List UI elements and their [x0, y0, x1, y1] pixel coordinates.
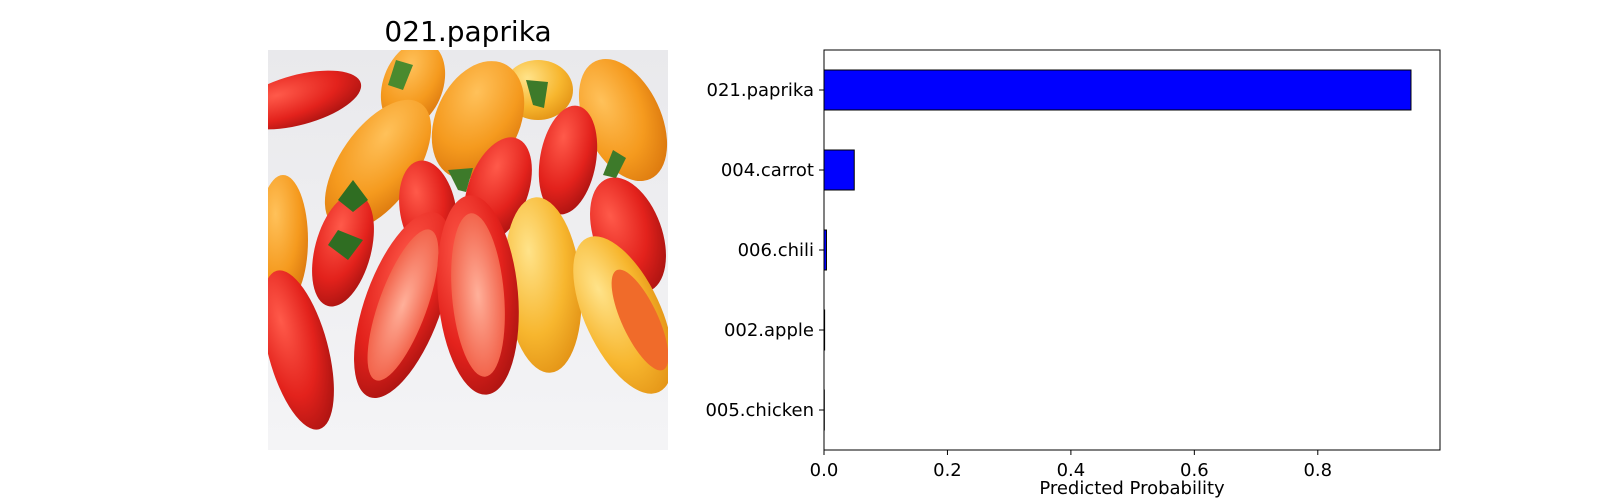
y-tick-label-2: 006.chili: [738, 240, 814, 261]
bars-group: [823, 69, 1412, 431]
bar-1: [823, 149, 855, 191]
x-axis-label: Predicted Probability: [1039, 478, 1225, 499]
x-tick-label-0: 0.0: [810, 460, 839, 481]
x-tick-label-4: 0.8: [1303, 460, 1332, 481]
y-tick-group: 021.paprika 004.carrot 006.chili 002.apple 0…: [705, 80, 824, 421]
y-tick-label-1: 004.carrot: [721, 160, 814, 181]
x-tick-label-3: 0.6: [1180, 460, 1209, 481]
y-tick-label-3: 002.apple: [724, 320, 814, 341]
bar-0: [823, 69, 1412, 111]
y-tick-label-4: 005.chicken: [705, 400, 814, 421]
y-tick-label-0: 021.paprika: [707, 80, 815, 101]
x-tick-label-2: 0.4: [1057, 460, 1086, 481]
pepper-photo: [268, 50, 668, 450]
axes-frame: [823, 49, 1441, 451]
image-title: 021.paprika: [384, 15, 552, 48]
x-tick-label-1: 0.2: [933, 460, 962, 481]
x-tick-group: 0.0 0.2 0.4 0.6 0.8: [810, 450, 1332, 481]
